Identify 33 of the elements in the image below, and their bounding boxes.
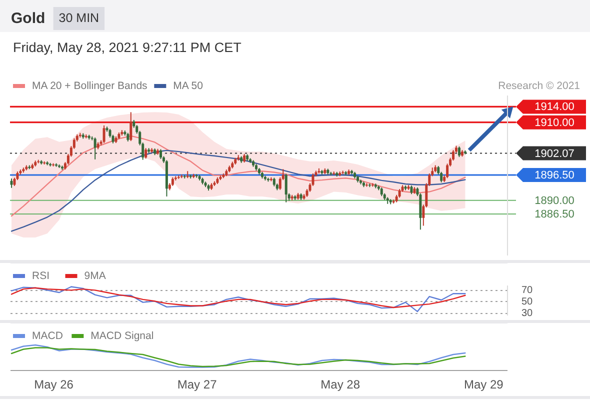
y-tick-label: 70 <box>522 285 534 296</box>
y-tick-label: 1896.50 <box>534 170 574 182</box>
candlestick <box>284 173 288 203</box>
text: Research © 2021 <box>498 80 580 92</box>
line-series <box>10 286 466 312</box>
y-tick-label: 1890.00 <box>534 194 574 207</box>
chart-title: Gold <box>11 10 46 27</box>
y-tick-label: 1902.07 <box>534 148 574 160</box>
line-series <box>10 287 466 308</box>
y-tick-label: 30 <box>522 308 534 320</box>
legend-label: MACD Signal <box>90 330 154 342</box>
candlestick <box>10 178 13 188</box>
y-tick-label: 1914.00 <box>534 101 574 114</box>
y-tick-label: 50 <box>522 296 534 308</box>
candlestick <box>144 148 148 160</box>
y-tick-label: 1886.50 <box>534 208 574 221</box>
legend-label: MA 50 <box>173 80 204 92</box>
legend-label: RSI <box>32 270 50 282</box>
legend-label: MACD <box>32 330 64 342</box>
y-tick-label: 1910.00 <box>534 116 574 129</box>
candlestick <box>130 112 132 142</box>
x-tick-label: May 28 <box>320 378 360 392</box>
legend-label: MA 20 + Bollinger Bands <box>32 80 148 92</box>
candlestick <box>458 146 460 158</box>
candlestick <box>102 124 106 144</box>
candlestick <box>159 148 162 160</box>
x-tick-label: May 27 <box>177 378 218 392</box>
x-tick-label: May 29 <box>464 378 504 392</box>
chart-subtitle: Friday, May 28, 2021 9:27:11 PM CET <box>13 40 242 55</box>
text: 30 MIN <box>58 11 100 25</box>
legend-label: 9MA <box>84 270 106 282</box>
candlestick <box>94 137 96 160</box>
x-tick-label: May 26 <box>34 378 74 392</box>
